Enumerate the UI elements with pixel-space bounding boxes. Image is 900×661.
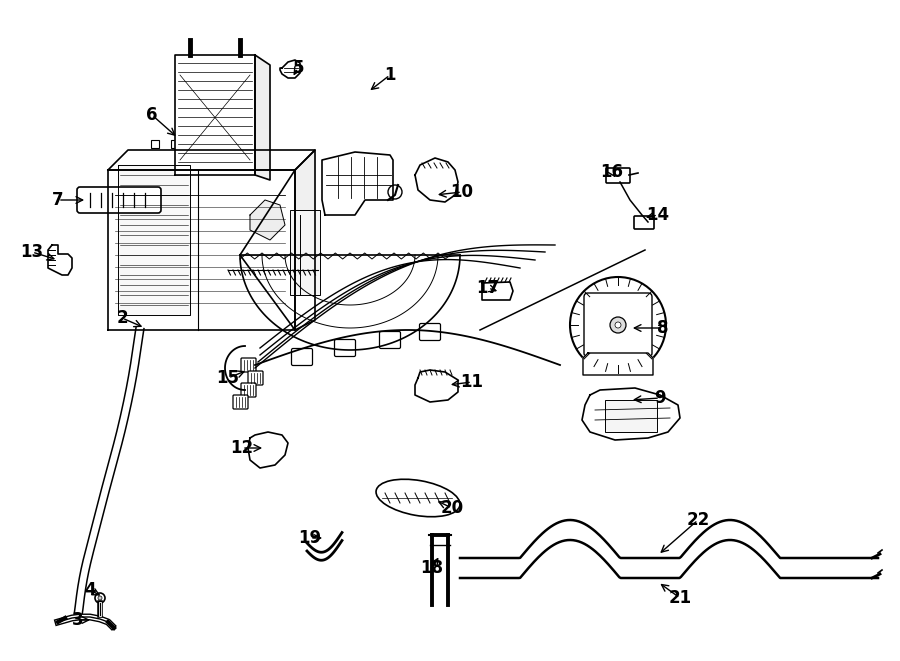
Text: 18: 18 xyxy=(420,559,444,577)
FancyBboxPatch shape xyxy=(584,293,652,357)
Text: 9: 9 xyxy=(654,389,666,407)
Polygon shape xyxy=(322,152,393,215)
Circle shape xyxy=(615,322,621,328)
Polygon shape xyxy=(48,245,72,275)
Polygon shape xyxy=(108,150,315,170)
Polygon shape xyxy=(108,170,295,330)
Circle shape xyxy=(95,593,105,603)
Text: 8: 8 xyxy=(657,319,669,337)
Polygon shape xyxy=(415,370,458,402)
Polygon shape xyxy=(171,140,179,148)
Text: 3: 3 xyxy=(72,611,84,629)
Polygon shape xyxy=(118,165,190,315)
Circle shape xyxy=(98,596,102,600)
FancyBboxPatch shape xyxy=(606,168,630,183)
Polygon shape xyxy=(583,353,653,375)
Text: 1: 1 xyxy=(384,66,396,84)
Text: 17: 17 xyxy=(476,279,500,297)
Polygon shape xyxy=(175,55,255,175)
Polygon shape xyxy=(151,140,159,148)
FancyBboxPatch shape xyxy=(248,371,263,385)
FancyBboxPatch shape xyxy=(335,340,356,356)
Polygon shape xyxy=(482,282,513,300)
Text: 12: 12 xyxy=(230,439,254,457)
Text: 19: 19 xyxy=(299,529,321,547)
FancyBboxPatch shape xyxy=(292,348,312,366)
FancyBboxPatch shape xyxy=(419,323,440,340)
Circle shape xyxy=(570,277,666,373)
FancyBboxPatch shape xyxy=(77,187,161,213)
Polygon shape xyxy=(280,60,300,78)
Text: 11: 11 xyxy=(461,373,483,391)
Text: 22: 22 xyxy=(687,511,709,529)
Text: 14: 14 xyxy=(646,206,670,224)
Text: 2: 2 xyxy=(116,309,128,327)
Text: 15: 15 xyxy=(217,369,239,387)
Circle shape xyxy=(388,185,402,199)
Text: 4: 4 xyxy=(85,581,95,599)
Bar xyxy=(290,210,320,295)
Text: 13: 13 xyxy=(21,243,43,261)
Polygon shape xyxy=(250,200,285,240)
Text: 5: 5 xyxy=(292,59,304,77)
Polygon shape xyxy=(415,158,458,202)
Polygon shape xyxy=(240,255,460,350)
Text: 21: 21 xyxy=(669,589,691,607)
Text: 10: 10 xyxy=(451,183,473,201)
Text: 7: 7 xyxy=(52,191,64,209)
FancyBboxPatch shape xyxy=(233,395,248,409)
FancyBboxPatch shape xyxy=(634,216,654,229)
Ellipse shape xyxy=(376,479,460,517)
Circle shape xyxy=(610,317,626,333)
Polygon shape xyxy=(255,55,270,180)
FancyBboxPatch shape xyxy=(241,358,256,372)
Text: 20: 20 xyxy=(440,499,464,517)
Polygon shape xyxy=(582,388,680,440)
FancyBboxPatch shape xyxy=(241,383,256,397)
Polygon shape xyxy=(295,150,315,330)
FancyBboxPatch shape xyxy=(380,332,400,348)
Text: 6: 6 xyxy=(146,106,158,124)
Text: 16: 16 xyxy=(600,163,624,181)
Polygon shape xyxy=(248,432,288,468)
Bar xyxy=(605,400,657,432)
